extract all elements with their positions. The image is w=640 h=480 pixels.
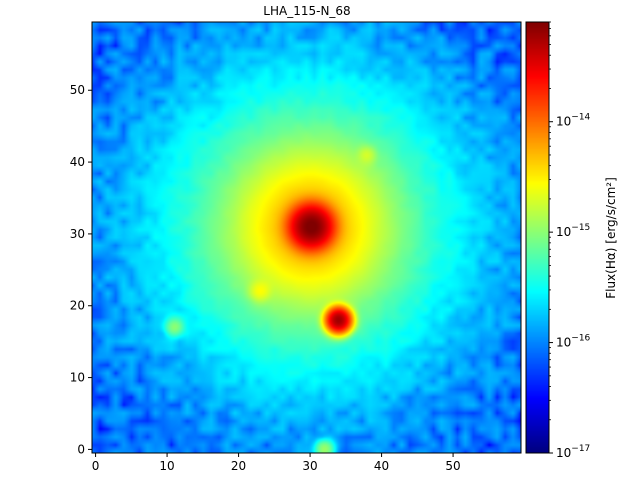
- x-tick-label: 50: [445, 459, 460, 473]
- x-tick-label: 10: [159, 459, 174, 473]
- y-tick-label: 50: [70, 83, 85, 97]
- heatmap-image-wrap: [92, 22, 521, 453]
- colorbar-tick-label: 10−15: [556, 223, 590, 239]
- x-tick-label: 0: [92, 459, 100, 473]
- colorbar-gradient: [526, 22, 549, 453]
- y-axis: 0 10 20 30 40 50: [70, 83, 92, 456]
- colorbar-label: Flux(Hα) [erg/s/cm²]: [604, 177, 618, 299]
- plot-frame: [91, 21, 522, 454]
- y-tick-label: 40: [70, 155, 85, 169]
- y-tick-label: 20: [70, 299, 85, 313]
- colorbar-tick-label: 10−14: [556, 113, 591, 129]
- heatmap-image: [92, 22, 521, 453]
- y-tick-label: 30: [70, 227, 85, 241]
- heatmap-plot: [91, 21, 522, 454]
- x-tick-label: 40: [374, 459, 389, 473]
- x-axis: 0 10 20 30 40 50: [92, 453, 461, 473]
- x-tick-label: 20: [231, 459, 246, 473]
- colorbar-ticks: 10−17 10−16 10−15 10−14: [549, 21, 591, 460]
- x-tick-label: 30: [302, 459, 317, 473]
- colorbar-tick-label: 10−17: [556, 444, 590, 460]
- y-tick-label: 0: [77, 442, 85, 456]
- colorbar: 10−17 10−16 10−15 10−14 Flux(Hα) [erg/s/cm²…: [525, 21, 618, 460]
- colorbar-tick-label: 10−16: [556, 334, 591, 350]
- colorbar-gradient-wrap: [526, 22, 549, 453]
- chart-title: LHA_115-N_68: [263, 4, 350, 18]
- y-tick-label: 10: [70, 371, 85, 385]
